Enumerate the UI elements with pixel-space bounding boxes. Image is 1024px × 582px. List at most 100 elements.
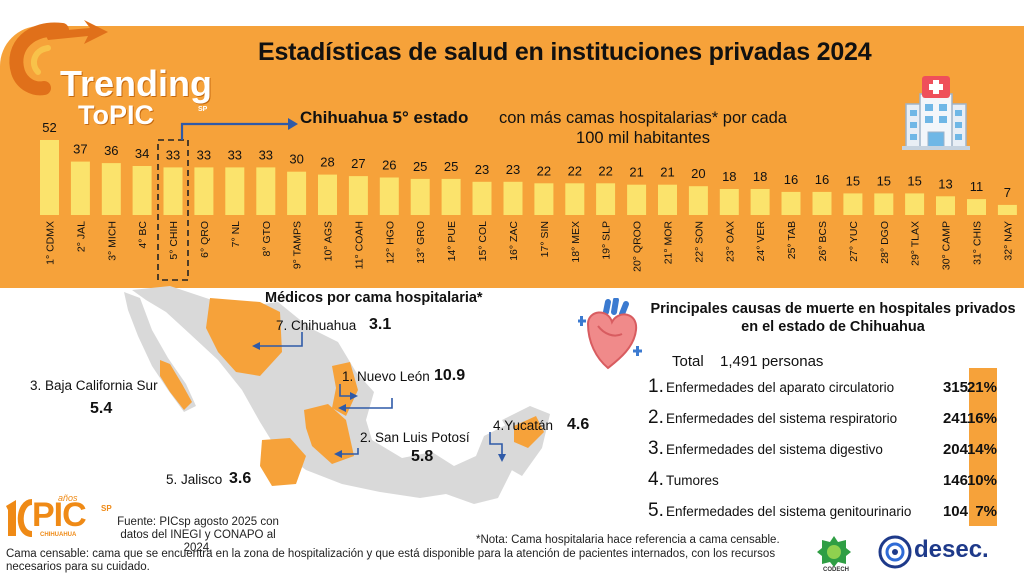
category-label: 16° ZAC xyxy=(508,221,520,261)
category-label: 5° CHIH xyxy=(168,221,180,260)
category-label: 14° PUE xyxy=(446,221,458,261)
highlight-arrow-icon xyxy=(288,118,298,130)
doctors-value-slp: 5.8 xyxy=(411,448,434,465)
bar-value-label: 20 xyxy=(691,166,705,181)
doctors-label-yucatan: 4.Yucatán xyxy=(493,418,554,433)
pic-sp-text: SP xyxy=(101,504,112,513)
doctors-label-nuevo-leon: 1. Nuevo León xyxy=(342,369,430,384)
cause-count: 104 xyxy=(942,503,968,520)
doctors-label-jalisco: 5. Jalisco xyxy=(166,472,223,487)
cause-label: Tumores xyxy=(666,473,719,488)
bar-value-label: 16 xyxy=(815,172,829,187)
bar-12-hgo xyxy=(379,177,399,215)
bar-value-label: 15 xyxy=(846,173,860,188)
bar-27-yuc xyxy=(843,193,863,215)
highlight-description: con más camas hospitalarias* por cada 10… xyxy=(499,109,787,147)
map-region-jalisco xyxy=(260,438,306,486)
bar-value-label: 23 xyxy=(475,162,489,177)
bar-23-oax xyxy=(719,189,739,215)
category-label: 6° QRO xyxy=(199,221,211,258)
bar-value-label: 21 xyxy=(660,165,674,180)
bar-26-bcs xyxy=(812,191,832,215)
bar-value-label: 21 xyxy=(629,165,643,180)
bar-10-ags xyxy=(318,174,337,215)
cause-count: 204 xyxy=(942,441,968,458)
bar-21-mor xyxy=(658,184,677,215)
cause-label: Enfermedades del sistema respiratorio xyxy=(666,411,898,426)
doctors-title: Médicos por cama hospitalaria* xyxy=(265,290,483,306)
bar-value-label: 27 xyxy=(351,156,365,171)
cause-label: Enfermedades del aparato circulatorio xyxy=(666,380,895,395)
cause-row: 4. Tumores 146 10% xyxy=(648,467,1000,493)
desec-logo-text: desec. xyxy=(914,536,989,563)
bar-8-gto xyxy=(256,167,276,215)
logo-topic-text: ToPIC xyxy=(78,100,154,130)
bar-value-label: 33 xyxy=(166,147,180,162)
bar-1-cdmx xyxy=(40,140,59,215)
highlight-label: Chihuahua 5° estado xyxy=(300,108,469,127)
bar-value-label: 33 xyxy=(259,147,273,162)
codech-logo-text: CODECH xyxy=(822,567,849,573)
doctors-value-chihuahua: 3.1 xyxy=(369,316,392,333)
bar-value-label: 52 xyxy=(42,120,56,135)
category-label: 30° CAMP xyxy=(941,221,953,270)
cause-count: 315 xyxy=(942,379,968,396)
category-label: 1° CDMX xyxy=(45,221,57,265)
category-label: 28° DGO xyxy=(879,221,891,264)
logo-trending-text: Trending xyxy=(60,63,212,104)
heart-icon xyxy=(578,298,642,370)
bar-value-label: 7 xyxy=(1004,185,1011,200)
bar-20-qroo xyxy=(627,184,647,215)
category-label: 18° MEX xyxy=(570,221,582,263)
highlight-connector-line xyxy=(180,122,292,140)
pic-logo-text: PIC xyxy=(32,496,87,534)
bar-25-tab xyxy=(781,191,801,215)
cause-percentage: 14% xyxy=(966,441,997,458)
bar-31-chis xyxy=(967,199,986,215)
category-label: 11° COAH xyxy=(353,221,365,269)
bar-value-label: 16 xyxy=(784,172,798,187)
pic-years-text: años xyxy=(58,493,78,503)
bar-value-label: 23 xyxy=(506,162,520,177)
footnote: *Nota: Cama hospitalaria hace referencia… xyxy=(476,534,780,546)
bar-value-label: 25 xyxy=(444,159,458,174)
bar-30-camp xyxy=(936,196,955,216)
bar-value-label: 33 xyxy=(228,147,242,162)
percentage-column-background xyxy=(969,368,997,526)
bar-value-label: 37 xyxy=(73,142,87,157)
category-label: 2° JAL xyxy=(75,221,87,252)
bar-5-chih xyxy=(163,167,183,215)
bar-16-zac xyxy=(503,181,523,215)
causes-title: Principales causas de muerte en hospital… xyxy=(650,301,1016,335)
cause-row: 5. Enfermedades del sistema genitourinar… xyxy=(648,498,1000,524)
doctors-value-nuevo-leon: 10.9 xyxy=(434,367,466,384)
category-label: 4° BC xyxy=(137,221,149,249)
trending-topic-logo-icon xyxy=(9,20,108,96)
category-label: 9° TAMPS xyxy=(292,221,304,269)
bar-15-col xyxy=(472,181,492,215)
map-region-yucatan xyxy=(514,416,544,448)
category-label: 8° GTO xyxy=(261,221,273,257)
category-label: 19° SLP xyxy=(601,221,613,260)
beds-bar-chart: 52 1° CDMX 37 2° JAL 36 3° MICH 34 4° BC 33 5° CH… xyxy=(40,118,1017,281)
bar-13-gro xyxy=(410,178,430,215)
hospital-icon xyxy=(902,76,970,150)
category-label: 10° AGS xyxy=(323,221,335,261)
bar-17-sin xyxy=(534,183,554,215)
cause-number: 4. xyxy=(648,469,664,490)
category-label: 20° QROO xyxy=(632,221,644,272)
cause-count: 241 xyxy=(942,410,968,427)
category-label: 7° NL xyxy=(230,221,242,248)
bar-24-ver xyxy=(750,189,770,215)
bar-11-coah xyxy=(348,176,368,215)
logo-sp-text: SP xyxy=(198,106,208,113)
cause-row: 2. Enfermedades del sistema respiratorio… xyxy=(648,405,1000,431)
codech-logo-icon xyxy=(817,536,851,567)
page-title: Estadísticas de salud en instituciones p… xyxy=(258,38,872,66)
cause-number: 5. xyxy=(648,500,664,521)
cause-row: 3. Enfermedades del sistema digestivo 20… xyxy=(648,436,1000,462)
map-region-chihuahua xyxy=(206,298,282,376)
category-label: 27° YUC xyxy=(848,221,860,262)
bar-2-jal xyxy=(70,161,90,215)
cause-number: 1. xyxy=(648,376,664,397)
